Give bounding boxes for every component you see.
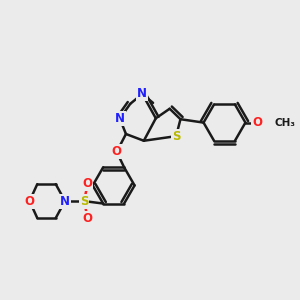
Text: O: O (252, 116, 262, 129)
Text: O: O (25, 195, 34, 208)
Text: CH₃: CH₃ (274, 118, 295, 128)
Text: S: S (172, 130, 180, 142)
Text: O: O (112, 145, 122, 158)
Text: N: N (137, 88, 147, 100)
Text: O: O (82, 212, 92, 225)
Text: O: O (82, 177, 92, 190)
Text: N: N (60, 195, 70, 208)
Text: S: S (80, 195, 88, 208)
Text: N: N (115, 112, 125, 125)
